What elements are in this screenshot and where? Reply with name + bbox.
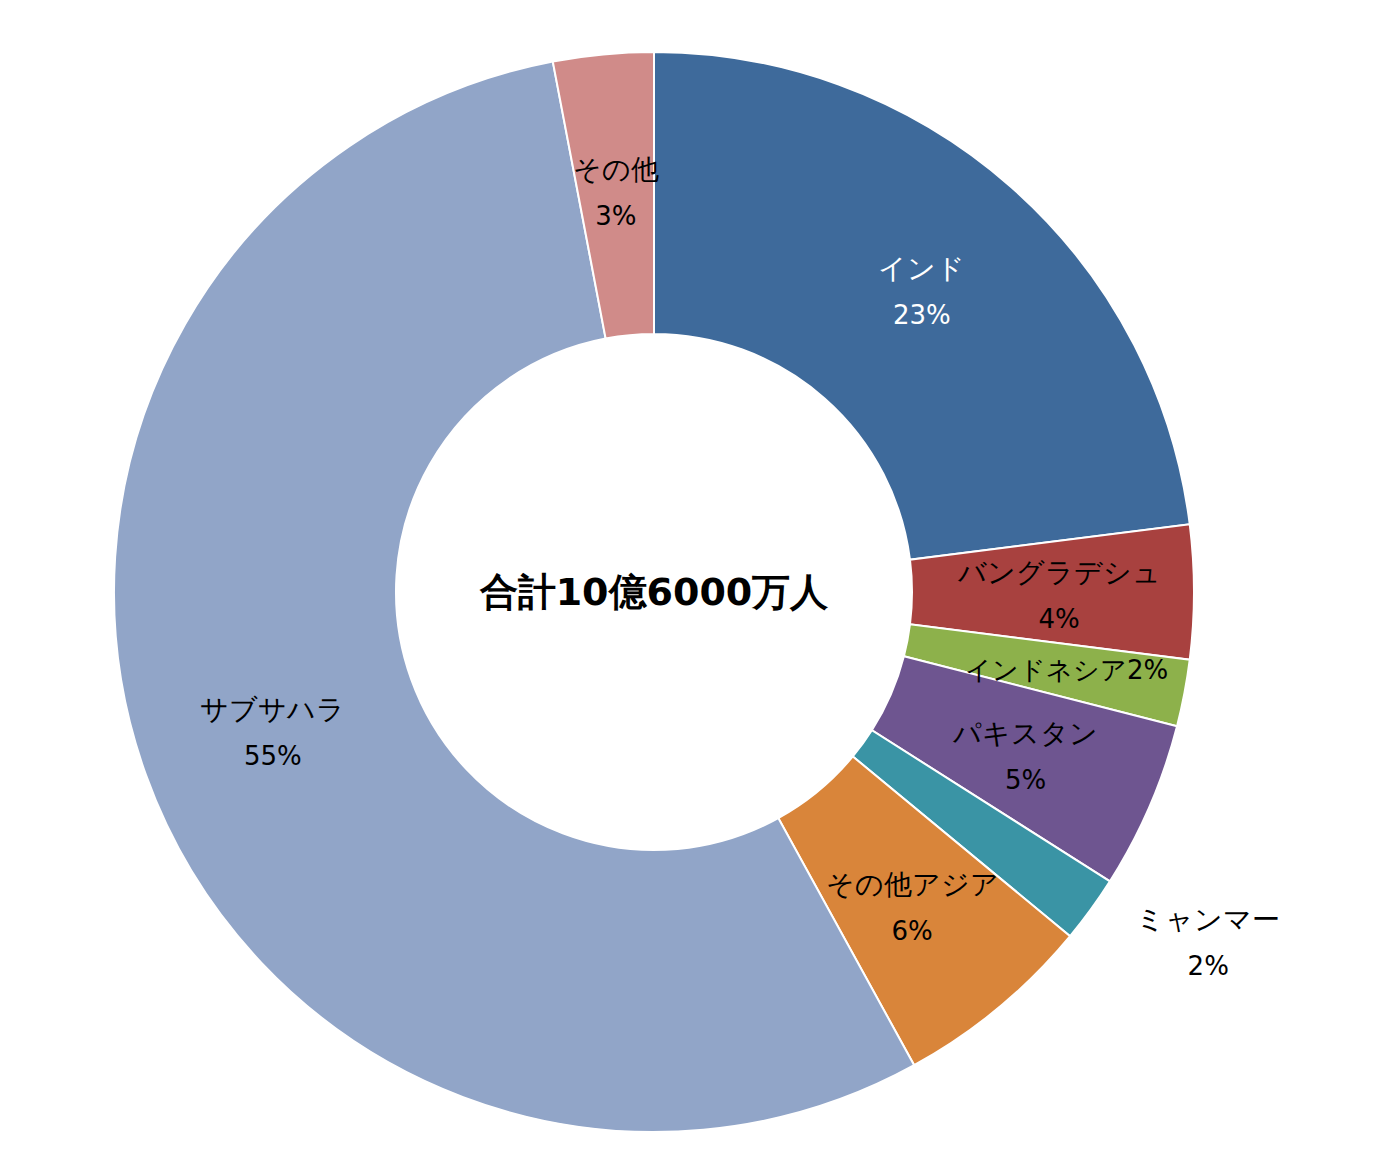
- svg-text:サブサハラ: サブサハラ: [200, 693, 345, 726]
- svg-text:4%: 4%: [1038, 604, 1079, 634]
- svg-text:パキスタン: パキスタン: [952, 717, 1098, 750]
- svg-text:ミャンマー: ミャンマー: [1136, 903, 1280, 936]
- svg-text:インドネシア2%: インドネシア2%: [965, 655, 1168, 685]
- svg-text:5%: 5%: [1005, 765, 1046, 795]
- svg-text:6%: 6%: [892, 916, 933, 946]
- svg-text:インド: インド: [878, 252, 965, 285]
- svg-text:3%: 3%: [595, 201, 636, 231]
- svg-text:その他: その他: [573, 153, 659, 186]
- html-text:合計10億6000万人: 合計10億6000万人: [479, 570, 829, 614]
- svg-text:23%: 23%: [893, 300, 951, 330]
- svg-text:その他アジア: その他アジア: [826, 868, 999, 901]
- svg-text:2%: 2%: [1188, 951, 1229, 981]
- svg-text:55%: 55%: [244, 741, 302, 771]
- svg-text:バングラデシュ: バングラデシュ: [957, 556, 1161, 589]
